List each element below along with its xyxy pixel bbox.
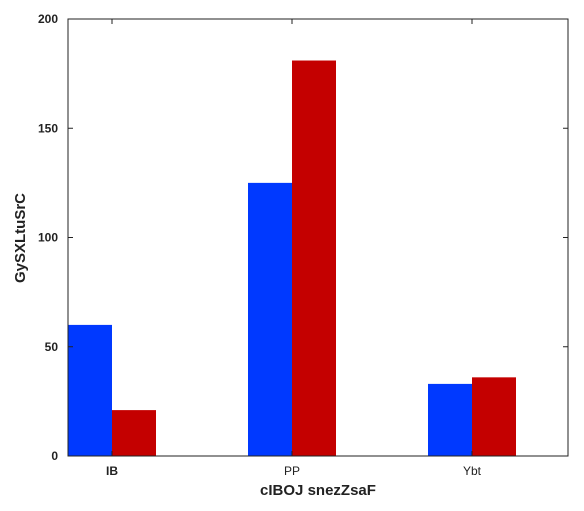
bar-ib-series-1 [68,324,112,456]
y-tick-label: 50 [45,340,59,354]
bar-ybt-series-2 [472,377,516,456]
bar-ybt-series-1 [428,383,472,456]
y-tick-label: 200 [38,12,58,26]
bar-ib-series-2 [112,410,156,456]
y-tick-label: 100 [38,231,58,245]
bar-pp-series-1 [248,182,292,456]
y-tick-label: 0 [51,449,58,463]
plot-frame [67,18,569,457]
x-tick-label: Ybt [463,464,482,478]
ticks-layer: 0 50 100 150 200 IB PP Ybt [38,12,568,478]
bar-pp-series-2 [292,60,336,456]
x-tick-label: IB [106,464,118,478]
y-tick-label: 150 [38,121,58,135]
x-tick-label: PP [284,464,300,478]
bars-layer [68,60,516,456]
x-axis-title: cIBOJ snezZsaF [260,482,376,499]
y-axis-title: GySXLtuSrC [12,193,29,283]
